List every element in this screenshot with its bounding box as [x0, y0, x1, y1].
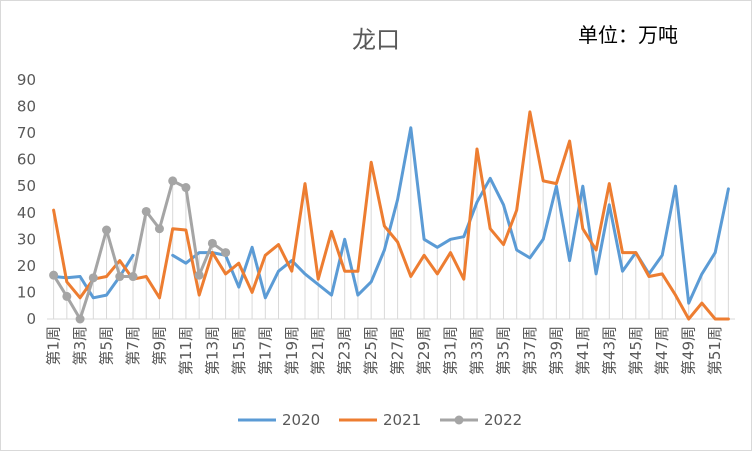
y-tick-label: 80 — [17, 98, 36, 116]
x-tick-label: 第41周 — [574, 326, 592, 375]
data-point — [181, 183, 191, 193]
data-point — [49, 270, 59, 280]
x-tick-label: 第19周 — [283, 326, 301, 375]
y-tick-label: 10 — [17, 283, 36, 301]
data-point — [75, 314, 85, 324]
data-point — [141, 206, 151, 216]
drop-lines — [53, 111, 729, 319]
y-tick-label: 50 — [17, 177, 36, 195]
series-2022 — [49, 176, 231, 324]
data-point — [154, 224, 164, 234]
legend-label: 2022 — [484, 411, 522, 429]
x-tick-label: 第23周 — [336, 326, 354, 375]
x-tick-label: 第29周 — [415, 326, 433, 375]
x-tick-label: 第17周 — [256, 326, 274, 375]
data-point — [115, 272, 125, 282]
x-axis-ticks: 第1周 第3周 第5周 第7周 第9周 第11周 第13周 第15周 第17周 第19周 第21周第… — [45, 326, 725, 375]
legend-marker — [454, 415, 464, 425]
series-2021 — [52, 110, 730, 321]
x-tick-label: 第43周 — [600, 326, 618, 375]
x-tick-label: 第3周 — [71, 326, 89, 366]
legend-item: 2022 — [440, 411, 522, 429]
x-tick-label: 第35周 — [494, 326, 512, 375]
data-point — [62, 291, 72, 301]
series-layer — [49, 110, 730, 324]
series-line — [52, 110, 730, 321]
x-tick-label: 第9周 — [150, 326, 168, 366]
x-tick-label: 第47周 — [653, 326, 671, 375]
y-tick-label: 70 — [17, 124, 36, 142]
legend-label: 2020 — [282, 411, 320, 429]
y-axis-ticks: 0 10 20 30 40 50 60 70 80 90 — [17, 71, 36, 328]
x-tick-label: 第13周 — [203, 326, 221, 375]
x-tick-label: 第21周 — [309, 326, 327, 375]
x-tick-label: 第31周 — [442, 326, 460, 375]
data-point — [88, 273, 98, 283]
data-point — [102, 225, 112, 235]
data-point — [128, 272, 138, 282]
y-tick-label: 90 — [17, 71, 36, 89]
x-tick-label: 第15周 — [230, 326, 248, 375]
x-tick-label: 第11周 — [177, 326, 195, 375]
y-tick-label: 0 — [26, 310, 36, 328]
legend: 2020 2021 2022 — [238, 411, 522, 429]
x-tick-label: 第25周 — [362, 326, 380, 375]
x-tick-label: 第51周 — [706, 326, 724, 375]
x-tick-label: 第5周 — [98, 326, 116, 366]
series-2020 — [52, 126, 730, 305]
data-point — [221, 248, 231, 258]
data-point — [168, 176, 178, 186]
x-tick-label: 第1周 — [45, 326, 63, 366]
series-line — [52, 179, 228, 321]
data-point — [207, 238, 217, 248]
legend-item: 2021 — [339, 411, 421, 429]
y-tick-label: 30 — [17, 230, 36, 248]
x-tick-label: 第49周 — [680, 326, 698, 375]
x-tick-label: 第37周 — [521, 326, 539, 375]
y-tick-label: 40 — [17, 204, 36, 222]
chart-title: 龙口 — [352, 26, 400, 54]
unit-label: 单位：万吨 — [578, 23, 678, 47]
y-tick-label: 20 — [17, 257, 36, 275]
legend-label: 2021 — [383, 411, 421, 429]
y-tick-label: 60 — [17, 151, 36, 169]
x-tick-label: 第27周 — [389, 326, 407, 375]
x-tick-label: 第7周 — [124, 326, 142, 366]
x-tick-label: 第33周 — [468, 326, 486, 375]
legend-item: 2020 — [238, 411, 320, 429]
x-tick-label: 第45周 — [627, 326, 645, 375]
x-tick-label: 第39周 — [547, 326, 565, 375]
data-point — [194, 270, 204, 280]
